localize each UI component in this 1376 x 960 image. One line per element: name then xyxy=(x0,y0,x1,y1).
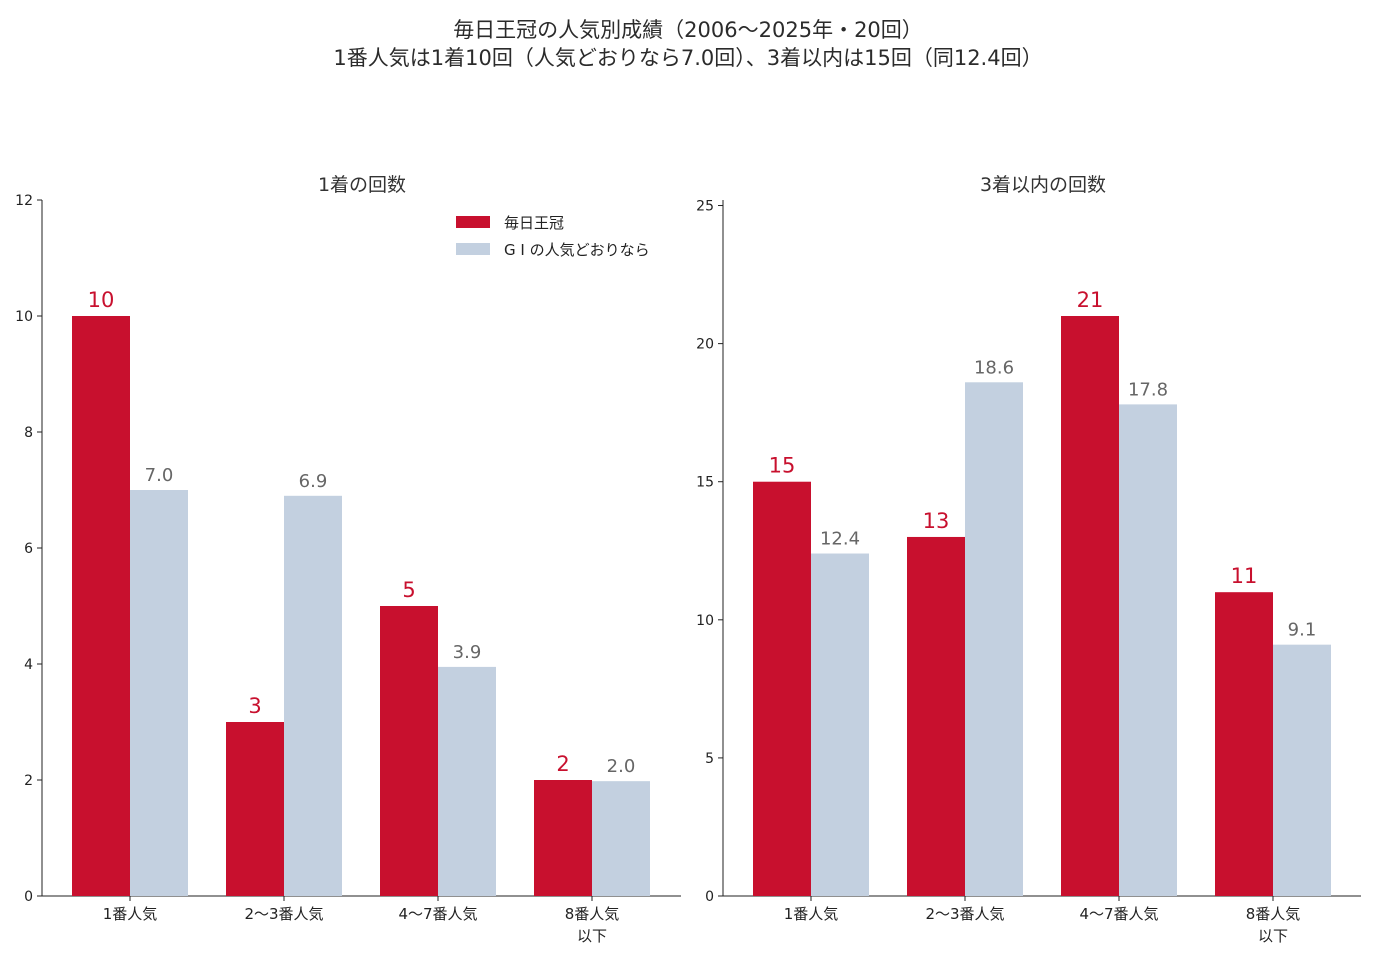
chart2-y-tick-label: 25 xyxy=(696,199,714,215)
chart2-y-tick-label: 5 xyxy=(705,751,714,767)
chart2-x-tick-label: 4〜7番人気 xyxy=(1079,905,1158,923)
chart2-data-label-actual: 21 xyxy=(1077,288,1104,312)
chart1-bar-actual xyxy=(226,722,284,896)
chart1-x-tick-label: 1番人気 xyxy=(103,905,158,923)
chart1-legend-label: G I の人気どおりなら xyxy=(504,241,650,259)
chart1-x-tick-label: 以下 xyxy=(577,927,607,945)
chart1-y-tick-label: 2 xyxy=(24,773,33,789)
chart1-y-tick-label: 8 xyxy=(24,425,33,441)
chart2-bar-expected xyxy=(811,553,869,896)
chart2-data-label-expected: 9.1 xyxy=(1288,620,1317,641)
chart2-y-tick-label: 10 xyxy=(696,613,714,629)
chart2-y-tick-label: 0 xyxy=(705,889,714,905)
chart2-y-tick-label: 15 xyxy=(696,475,714,491)
chart1-data-label-expected: 6.9 xyxy=(299,471,328,492)
chart1-title: 1着の回数 xyxy=(318,174,406,196)
chart2-bar-actual xyxy=(1215,592,1273,896)
chart1-bar-actual xyxy=(534,780,592,896)
chart1-y-tick-label: 0 xyxy=(24,889,33,905)
chart2-data-label-actual: 11 xyxy=(1231,564,1258,588)
chart1-y-tick-label: 6 xyxy=(24,541,33,557)
chart2-y-tick-label: 20 xyxy=(696,337,714,353)
chart1-data-label-expected: 7.0 xyxy=(145,465,174,486)
chart1-bar-actual xyxy=(380,606,438,896)
chart1-data-label-actual: 5 xyxy=(402,578,415,602)
chart1-x-tick-label: 4〜7番人気 xyxy=(398,905,477,923)
chart1-bar-expected xyxy=(592,781,650,896)
chart2-data-label-expected: 17.8 xyxy=(1128,379,1168,400)
chart2-data-label-actual: 13 xyxy=(923,509,950,533)
chart1-x-tick-label: 2〜3番人気 xyxy=(244,905,323,923)
chart2-data-label-expected: 12.4 xyxy=(820,529,860,550)
chart1-data-label-expected: 3.9 xyxy=(453,642,482,663)
chart1-data-label-expected: 2.0 xyxy=(607,756,636,777)
chart2-x-tick-label: 8番人気 xyxy=(1246,905,1301,923)
chart1-y-tick-label: 12 xyxy=(15,193,33,209)
chart1-data-label-actual: 3 xyxy=(248,694,261,718)
chart2-bar-expected xyxy=(965,382,1023,896)
chart1-legend-label: 毎日王冠 xyxy=(504,214,564,232)
chart1-bar-expected xyxy=(438,666,496,896)
chart1-bar-actual xyxy=(72,316,130,896)
chart2-title: 3着以内の回数 xyxy=(980,174,1106,196)
chart1-legend-swatch xyxy=(456,216,490,228)
figure-title-line2: 1番人気は1着10回（人気どおりなら7.0回）、3着以内は15回（同12.4回） xyxy=(333,46,1043,70)
chart2-bar-actual xyxy=(1061,316,1119,896)
chart2-bar-expected xyxy=(1119,404,1177,896)
chart1-legend-swatch xyxy=(456,243,490,255)
chart2-data-label-actual: 15 xyxy=(769,454,796,478)
chart1-bar-expected xyxy=(284,495,342,896)
chart1-y-tick-label: 4 xyxy=(24,657,33,673)
chart1-bar-expected xyxy=(130,490,188,896)
chart2-x-tick-label: 1番人気 xyxy=(784,905,839,923)
chart2-x-tick-label: 以下 xyxy=(1258,927,1288,945)
chart1-y-tick-label: 10 xyxy=(15,309,33,325)
chart2-bar-expected xyxy=(1273,644,1331,896)
chart2-bar-actual xyxy=(753,481,811,896)
chart1-data-label-actual: 10 xyxy=(88,288,115,312)
chart1-data-label-actual: 2 xyxy=(556,752,569,776)
chart2-bar-actual xyxy=(907,536,965,896)
chart1-x-tick-label: 8番人気 xyxy=(565,905,620,923)
chart2-x-tick-label: 2〜3番人気 xyxy=(925,905,1004,923)
figure-title-line1: 毎日王冠の人気別成績（2006〜2025年・20回） xyxy=(453,18,923,42)
chart2-data-label-expected: 18.6 xyxy=(974,357,1014,378)
